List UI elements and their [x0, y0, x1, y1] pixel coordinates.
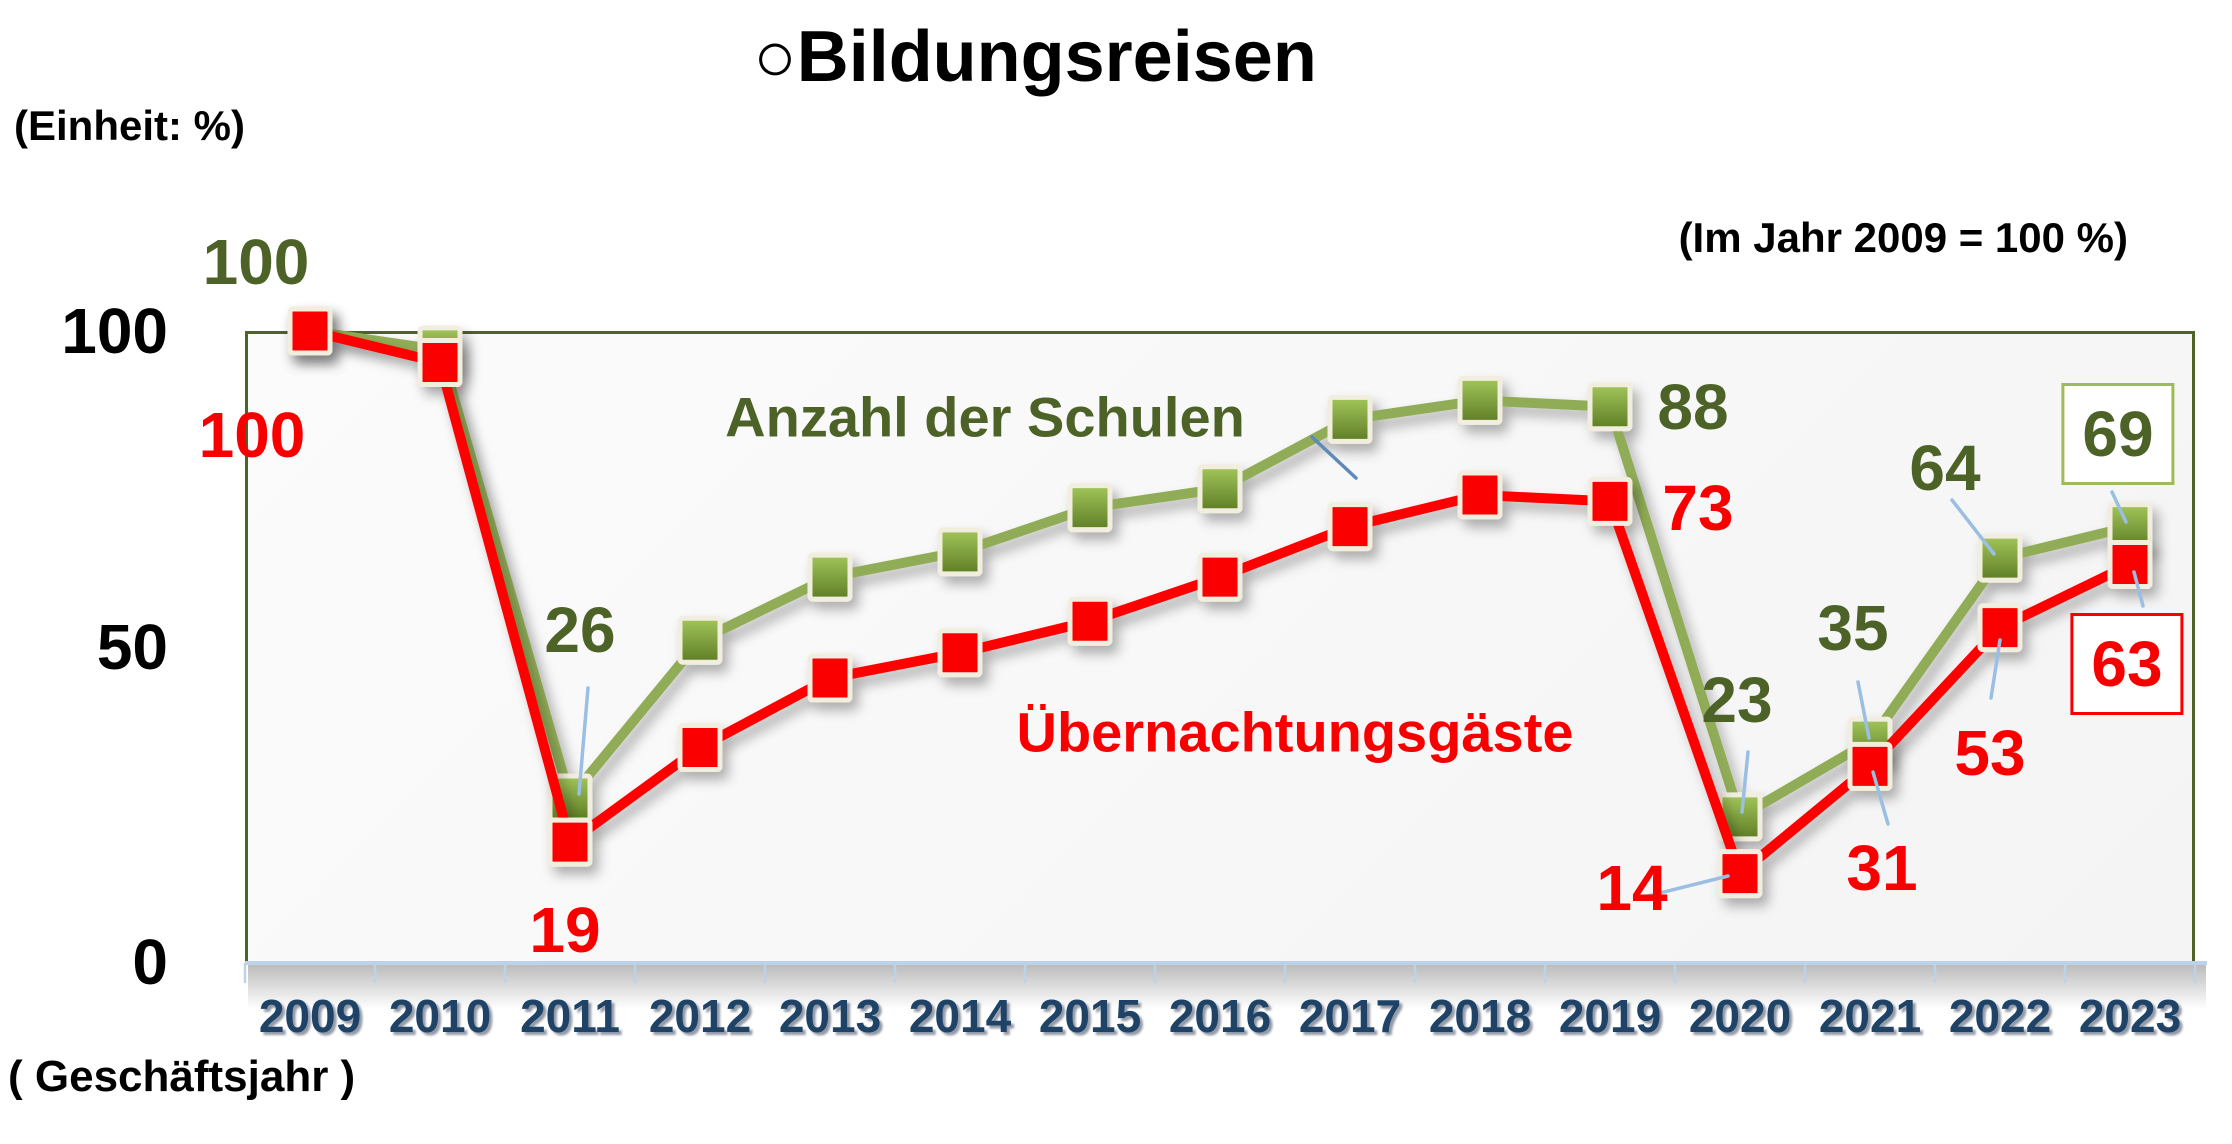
label-leader-line — [2110, 490, 2128, 524]
x-axis-label-2011: 2011 — [520, 990, 620, 1042]
x-axis-label-2010: 2010 — [388, 990, 492, 1042]
data-label-red-31: 31 — [1846, 832, 1918, 904]
marker-schulen-2015 — [1067, 483, 1113, 533]
marker-gaeste-2015 — [1067, 596, 1113, 646]
marker-gaeste-2020 — [1717, 849, 1763, 899]
y-axis-label-100: 100 — [61, 295, 168, 367]
marker-schulen-2016 — [1197, 464, 1243, 514]
label-leader-line — [1856, 680, 1871, 740]
marker-gaeste-2014 — [937, 628, 983, 678]
marker-gaeste-2012 — [677, 722, 723, 772]
y-axis-label-0: 0 — [132, 926, 168, 998]
marker-gaeste-2016 — [1197, 552, 1243, 602]
data-label-red-100: 100 — [198, 399, 306, 471]
series-gaeste — [287, 306, 2153, 899]
x-axis-label-2016: 2016 — [1168, 990, 1272, 1042]
data-label-red-19: 19 — [529, 894, 601, 966]
data-label-green-26: 26 — [544, 594, 616, 666]
label-leader-line — [1740, 750, 1750, 814]
y-axis-label-50: 50 — [96, 610, 168, 683]
unit-note: (Einheit: %) — [14, 102, 245, 149]
x-axis-label-2023: 2023 — [2078, 990, 2182, 1042]
x-axis-label-2020: 2020 — [1688, 990, 1792, 1042]
marker-gaeste-2017 — [1327, 502, 1373, 552]
chart-title: ○Bildungsreisen — [753, 17, 1317, 97]
fiscal-year-note: ( Geschäftsjahr ) — [8, 1052, 356, 1101]
marker-schulen-2012 — [677, 615, 723, 665]
x-axis-label-2021: 2021 — [1818, 990, 1922, 1042]
x-axis-label-2014: 2014 — [908, 990, 1012, 1042]
index-base-note: (Im Jahr 2009 = 100 %) — [1678, 214, 2128, 261]
data-label-green-35: 35 — [1817, 592, 1889, 664]
marker-gaeste-2011 — [547, 817, 593, 867]
x-axis-label-2019: 2019 — [1558, 990, 1662, 1042]
marker-gaeste-2010 — [417, 338, 463, 388]
data-label-red-63: 63 — [2070, 613, 2184, 715]
x-axis-label-2015: 2015 — [1038, 990, 1142, 1042]
label-leader-line — [1310, 435, 1358, 480]
label-leader-line — [2132, 570, 2145, 608]
marker-schulen-2019 — [1587, 382, 1633, 432]
x-axis-label-2018: 2018 — [1428, 990, 1532, 1042]
data-label-red-73: 73 — [1662, 472, 1734, 544]
marker-schulen-2013 — [807, 552, 853, 602]
x-axis-label-2022: 2022 — [1948, 990, 2052, 1042]
data-label-green-88: 88 — [1657, 371, 1729, 443]
data-label-green-100: 100 — [202, 226, 310, 298]
x-axis-label-2017: 2017 — [1298, 990, 1402, 1042]
marker-gaeste-2021 — [1847, 741, 1893, 791]
marker-gaeste-2019 — [1587, 476, 1633, 526]
x-axis-label-2009: 2009 — [258, 990, 362, 1042]
data-label-green-64: 64 — [1909, 432, 1981, 504]
data-label-green-23: 23 — [1701, 664, 1773, 736]
marker-gaeste-2023 — [2107, 539, 2153, 589]
marker-schulen-2017 — [1327, 394, 1373, 444]
data-label-red-53: 53 — [1954, 717, 2026, 789]
label-leader-line — [1950, 498, 1996, 556]
marker-schulen-2014 — [937, 527, 983, 577]
label-leader-line — [577, 686, 590, 796]
marker-gaeste-2009 — [287, 306, 333, 356]
series-label-schulen: Anzahl der Schulen — [725, 385, 1245, 449]
data-label-red-14: 14 — [1596, 852, 1668, 924]
data-label-green-69: 69 — [2061, 383, 2175, 485]
x-axis-shadow — [248, 965, 2206, 1009]
marker-gaeste-2018 — [1457, 470, 1503, 520]
x-axis-label-2012: 2012 — [648, 990, 752, 1042]
label-leader-line — [1989, 638, 2002, 700]
series-label-gaeste: Übernachtungsgäste — [1016, 700, 1574, 764]
marker-gaeste-2013 — [807, 653, 853, 703]
label-leader-line — [1646, 874, 1730, 898]
marker-schulen-2018 — [1457, 375, 1503, 425]
label-leader-line — [1871, 770, 1890, 826]
x-axis-label-2013: 2013 — [778, 990, 882, 1042]
